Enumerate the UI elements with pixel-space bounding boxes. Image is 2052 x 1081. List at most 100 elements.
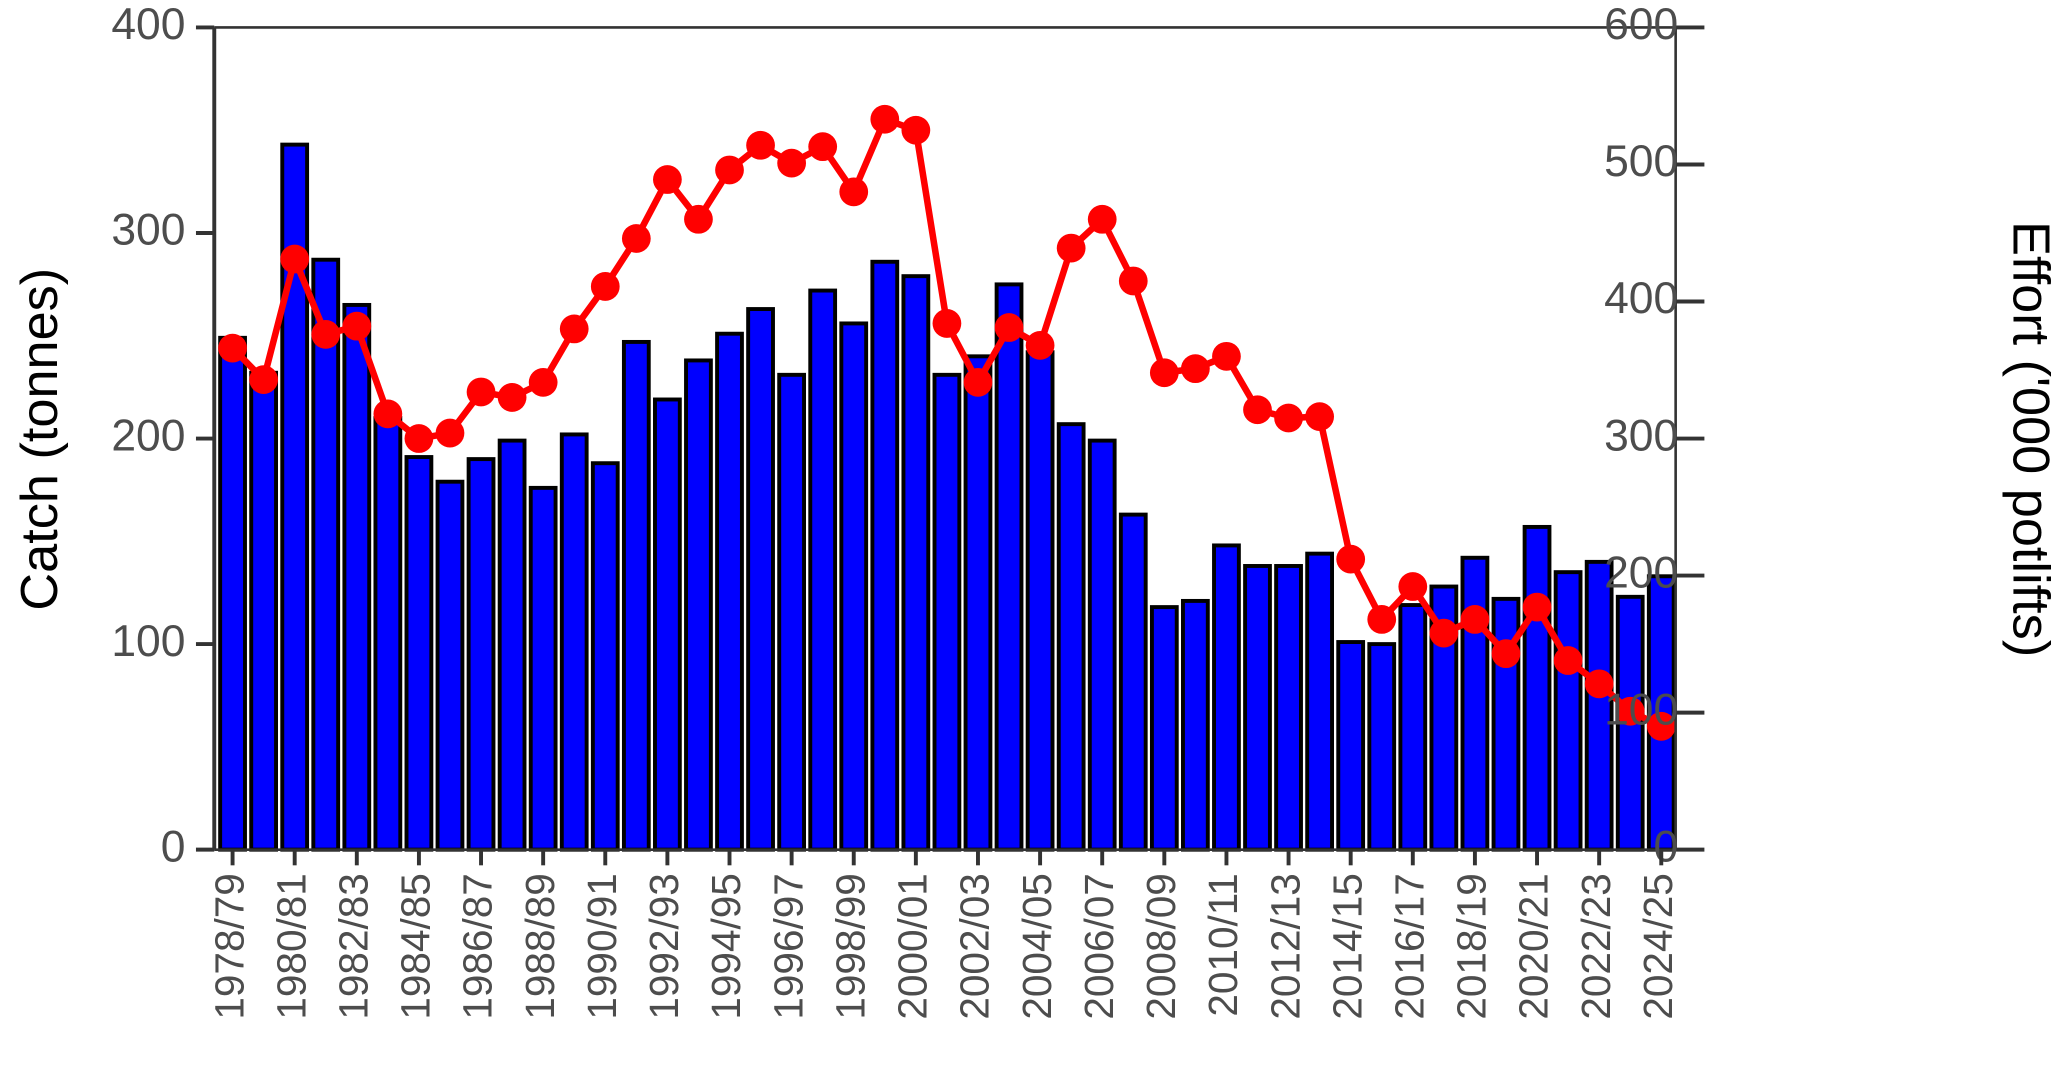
y2-tick-label: 400: [1604, 274, 1678, 323]
point: [1087, 204, 1117, 234]
y2-tick-label: 100: [1604, 685, 1678, 734]
point: [1056, 233, 1086, 263]
point: [1460, 605, 1490, 634]
x-tick-label: 2010/11: [1200, 873, 1246, 1016]
point: [342, 311, 372, 341]
bar: [1243, 564, 1272, 852]
x-tick-label: 1996/97: [765, 873, 811, 1019]
point: [590, 272, 620, 301]
bar: [1336, 640, 1366, 852]
bar: [963, 354, 993, 852]
point: [280, 244, 310, 274]
x-tick-label: 1980/81: [268, 873, 314, 1019]
point: [901, 115, 931, 145]
bar: [1181, 598, 1210, 852]
x-tick-label: 1994/95: [703, 873, 749, 1019]
point: [466, 377, 496, 407]
point: [1181, 354, 1210, 384]
x-tick-label: 2018/19: [1449, 873, 1495, 1019]
bar: [342, 302, 372, 852]
y-tick-label: 200: [111, 411, 185, 460]
x-tick-label: 2006/07: [1076, 873, 1122, 1019]
point: [1522, 592, 1552, 622]
bar: [1367, 642, 1397, 852]
point: [528, 367, 558, 397]
bar: [1087, 438, 1117, 852]
bar: [528, 485, 558, 852]
bar: [559, 432, 589, 852]
x-tick-label: 1998/99: [827, 873, 873, 1019]
point: [1305, 402, 1335, 431]
bar: [1274, 564, 1303, 852]
x-tick-label: 1986/87: [455, 873, 501, 1019]
bar: [1553, 570, 1583, 852]
x-tick-label: 2016/17: [1387, 873, 1433, 1019]
point: [1398, 572, 1428, 601]
bar: [901, 274, 931, 852]
point: [1367, 605, 1397, 634]
bar: [621, 339, 651, 852]
point: [559, 314, 589, 344]
bar: [1056, 422, 1086, 852]
x-tick-label: 1990/91: [579, 873, 625, 1019]
bar: [590, 461, 620, 852]
y2-tick-label: 600: [1604, 0, 1678, 49]
bar: [994, 282, 1024, 852]
bar: [777, 372, 807, 852]
y-tick-label: 400: [111, 0, 185, 49]
x-tick-label: 2014/15: [1324, 873, 1370, 1019]
point: [621, 224, 651, 253]
point: [1274, 403, 1303, 433]
point: [1149, 358, 1179, 388]
bar: [1460, 555, 1490, 852]
bar: [746, 307, 775, 852]
x-tick-label: 2004/05: [1014, 873, 1060, 1019]
y-tick-label: 100: [111, 617, 185, 666]
y2-tick-label: 0: [1654, 822, 1679, 871]
point: [653, 165, 682, 194]
x-tick-label: 2022/23: [1573, 873, 1619, 1019]
x-tick-label: 1984/85: [393, 873, 439, 1019]
y2-tick-label: 300: [1604, 411, 1678, 460]
bar: [870, 259, 900, 852]
y2-tick-label: 200: [1604, 548, 1678, 597]
bar: [839, 321, 869, 852]
point: [1615, 696, 1645, 726]
bar: [1522, 524, 1552, 852]
x-tick-label: 1992/93: [641, 873, 687, 1019]
bar: [404, 455, 434, 852]
point: [373, 399, 403, 429]
point: [870, 104, 900, 134]
point: [249, 365, 279, 394]
point: [1553, 646, 1583, 675]
point: [404, 424, 434, 453]
y-tick-label: 0: [161, 822, 186, 871]
point: [1212, 341, 1241, 371]
point: [497, 383, 527, 412]
point: [777, 148, 807, 178]
point: [715, 155, 744, 185]
bar: [218, 335, 247, 852]
x-tick-label: 1988/89: [517, 873, 563, 1019]
point: [932, 309, 962, 338]
point: [1584, 669, 1614, 699]
point: [218, 333, 247, 363]
point: [1118, 266, 1148, 296]
bar: [653, 397, 682, 852]
y2-axis-label: Effort ('000 potlifts): [2001, 221, 2052, 657]
bar: [932, 372, 962, 852]
point: [1336, 544, 1366, 574]
bar: [808, 288, 838, 852]
bar: [497, 438, 527, 852]
x-tick-label: 1978/79: [206, 873, 252, 1019]
y2-tick-label: 500: [1604, 137, 1678, 186]
point: [994, 313, 1024, 342]
bar: [249, 370, 279, 852]
point: [435, 418, 465, 448]
point: [1491, 639, 1521, 669]
x-tick-label: 2000/01: [890, 873, 936, 1019]
bar: [1212, 543, 1241, 852]
point: [963, 367, 993, 397]
point: [808, 132, 838, 162]
